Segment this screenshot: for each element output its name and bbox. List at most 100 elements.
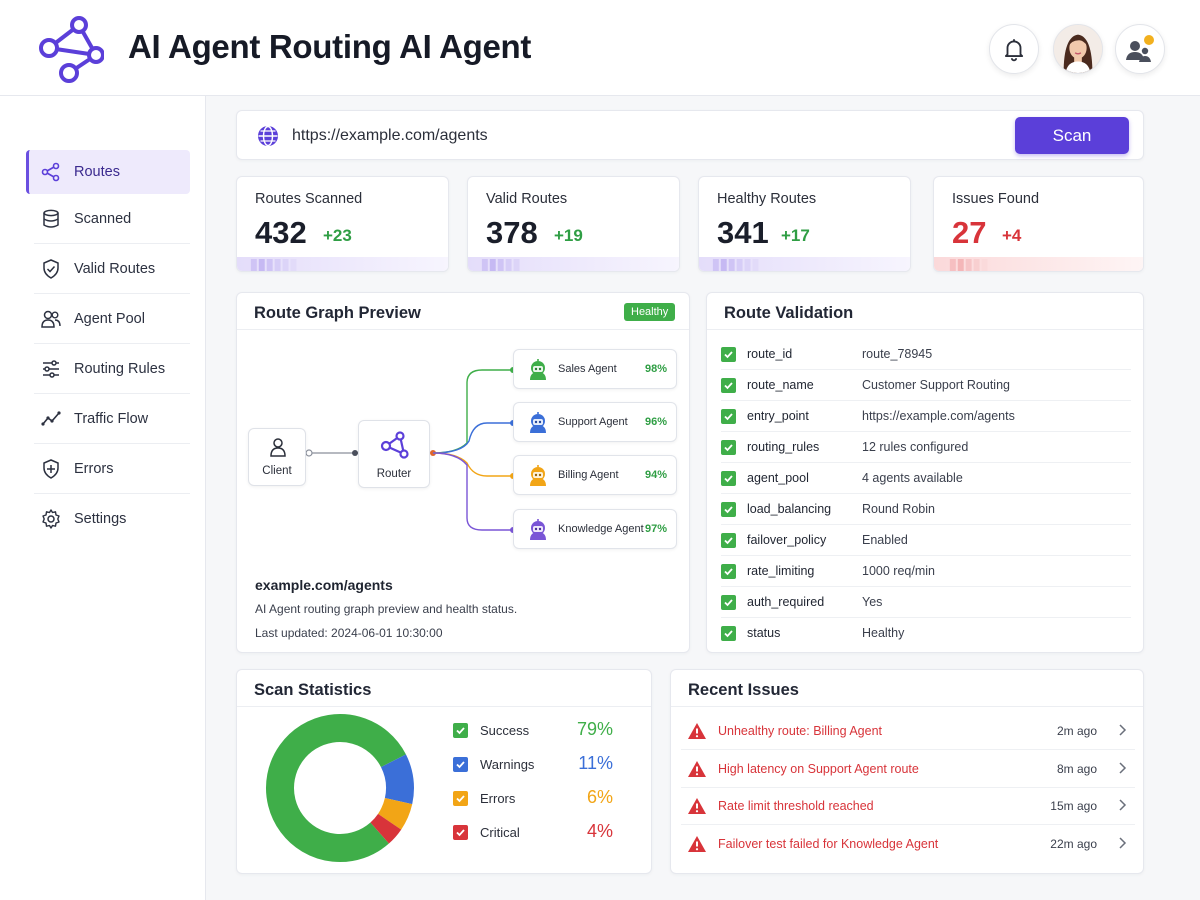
check-icon xyxy=(721,626,736,641)
user-status-icon xyxy=(1126,35,1154,62)
sidebar-item-label: Agent Pool xyxy=(74,311,145,327)
validation-key: rate_limiting xyxy=(747,564,815,578)
stat-label: Issues Found xyxy=(952,191,1040,207)
network-logo-icon[interactable] xyxy=(34,15,104,85)
check-icon xyxy=(453,723,468,738)
sidebar-item-traffic-flow[interactable]: Traffic Flow xyxy=(26,397,190,441)
sidebar-item-settings[interactable]: Settings xyxy=(26,497,190,541)
issue-row[interactable]: Rate limit threshold reached 15m ago xyxy=(671,787,1145,825)
url-input[interactable] xyxy=(292,119,992,153)
issue-time: 15m ago xyxy=(1050,799,1097,813)
stat-label: Valid Routes xyxy=(486,191,568,207)
user-icon xyxy=(270,438,286,457)
stat-sparkline xyxy=(237,257,448,271)
stat-sparkline xyxy=(699,257,910,271)
chevron-right-icon[interactable] xyxy=(1115,760,1129,776)
sidebar-item-label: Scanned xyxy=(74,211,132,227)
sidebar-item-agent-pool[interactable]: Agent Pool xyxy=(26,297,190,341)
scan-button[interactable]: Scan xyxy=(1015,117,1129,154)
chevron-right-icon[interactable] xyxy=(1115,797,1129,813)
sidebar-item-valid-routes[interactable]: Valid Routes xyxy=(26,247,190,291)
router-network-icon xyxy=(380,431,409,459)
stat-delta: +4 xyxy=(1002,226,1022,245)
database-icon xyxy=(40,208,62,230)
check-icon xyxy=(721,409,736,424)
stat-value: 378 xyxy=(486,215,538,250)
agent-health: 98% xyxy=(644,363,667,375)
check-icon xyxy=(453,791,468,806)
issue-row[interactable]: Failover test failed for Knowledge Agent… xyxy=(671,825,1145,863)
check-icon xyxy=(721,533,736,548)
check-icon xyxy=(721,471,736,486)
route-icon xyxy=(40,161,62,183)
route-validation-panel: Route Validation route_id route_78945 rout… xyxy=(706,292,1144,653)
stat-sparkline xyxy=(934,257,1143,271)
sidebar-item-scanned[interactable]: Scanned xyxy=(26,197,190,241)
chevron-right-icon[interactable] xyxy=(1115,835,1129,851)
issue-row[interactable]: High latency on Support Agent route 8m ag… xyxy=(671,750,1145,788)
validation-value: route_78945 xyxy=(862,347,933,361)
check-icon xyxy=(453,825,468,840)
chevron-right-icon[interactable] xyxy=(1115,722,1129,738)
last-updated: Last updated: 2024-06-01 10:30:00 xyxy=(255,626,443,640)
router-node[interactable]: Router xyxy=(358,420,430,488)
avatar-portrait-icon xyxy=(1054,25,1102,73)
scan-statistics-panel: Scan Statistics Success 79% Warnings 11%… xyxy=(236,669,652,874)
issue-text: High latency on Support Agent route xyxy=(718,761,919,776)
graph-url: example.com/agents xyxy=(255,577,393,593)
stat-card-healthy-routes: Healthy Routes 341 +17 xyxy=(698,176,911,272)
client-label: Client xyxy=(262,465,292,477)
agent-node-sales[interactable]: Sales Agent 98% xyxy=(513,349,677,389)
notifications-button[interactable] xyxy=(989,24,1039,74)
validation-row: auth_required Yes xyxy=(721,587,1131,618)
client-node[interactable]: Client xyxy=(248,428,306,486)
validation-row: status Healthy xyxy=(721,618,1131,649)
validation-value: Customer Support Routing xyxy=(862,378,1010,392)
stat-label: Routes Scanned xyxy=(255,191,363,207)
issue-row[interactable]: Unhealthy route: Billing Agent 2m ago xyxy=(671,712,1145,750)
issue-text: Rate limit threshold reached xyxy=(718,799,874,813)
sidebar-item-errors[interactable]: Errors xyxy=(26,447,190,491)
stat-card-valid-routes: Valid Routes 378 +19 xyxy=(467,176,680,272)
panel-title: Recent Issues xyxy=(688,681,799,699)
legend-percent: 11% xyxy=(578,753,613,773)
check-icon xyxy=(721,378,736,393)
validation-key: load_balancing xyxy=(747,502,832,516)
stat-value: 27 xyxy=(952,215,987,250)
bell-icon xyxy=(1004,39,1024,62)
validation-value: 12 rules configured xyxy=(862,440,969,454)
robot-icon xyxy=(530,359,546,380)
warning-icon xyxy=(688,723,706,739)
agent-node-knowledge[interactable]: Knowledge Agent 97% xyxy=(513,509,677,549)
validation-key: entry_point xyxy=(747,409,809,423)
validation-row: entry_point https://example.com/agents xyxy=(721,401,1131,432)
validation-value: 1000 req/min xyxy=(862,564,935,578)
sidebar-item-routing-rules[interactable]: Routing Rules xyxy=(26,347,190,391)
graph-description: AI Agent routing graph preview and healt… xyxy=(255,602,518,616)
legend-label: Success xyxy=(480,723,530,738)
validation-value: https://example.com/agents xyxy=(862,409,1015,423)
agent-health: 96% xyxy=(644,416,667,428)
sidebar-item-label: Traffic Flow xyxy=(74,411,149,427)
sidebar-item-label: Routes xyxy=(74,164,120,180)
account-menu-button[interactable] xyxy=(1115,24,1165,74)
stat-delta: +19 xyxy=(554,226,583,245)
agent-node-billing[interactable]: Billing Agent 94% xyxy=(513,455,677,495)
agent-node-support[interactable]: Support Agent 96% xyxy=(513,402,677,442)
validation-row: rate_limiting 1000 req/min xyxy=(721,556,1131,587)
robot-icon xyxy=(530,519,546,540)
user-avatar[interactable] xyxy=(1053,24,1103,74)
validation-value: 4 agents available xyxy=(862,471,963,485)
stat-card-issues-found: Issues Found 27 +4 xyxy=(933,176,1144,272)
agent-name: Sales Agent xyxy=(558,363,617,375)
legend-errors: Errors 6% xyxy=(453,787,613,811)
sidebar-item-routes[interactable]: Routes xyxy=(26,150,190,194)
validation-key: failover_policy xyxy=(747,533,827,547)
robot-icon xyxy=(530,465,546,486)
shield-alert-icon xyxy=(40,458,62,480)
issue-time: 8m ago xyxy=(1056,761,1097,776)
legend-label: Critical xyxy=(480,825,520,840)
validation-key: route_id xyxy=(747,347,793,361)
legend-label: Warnings xyxy=(480,757,535,772)
robot-icon xyxy=(530,412,546,433)
